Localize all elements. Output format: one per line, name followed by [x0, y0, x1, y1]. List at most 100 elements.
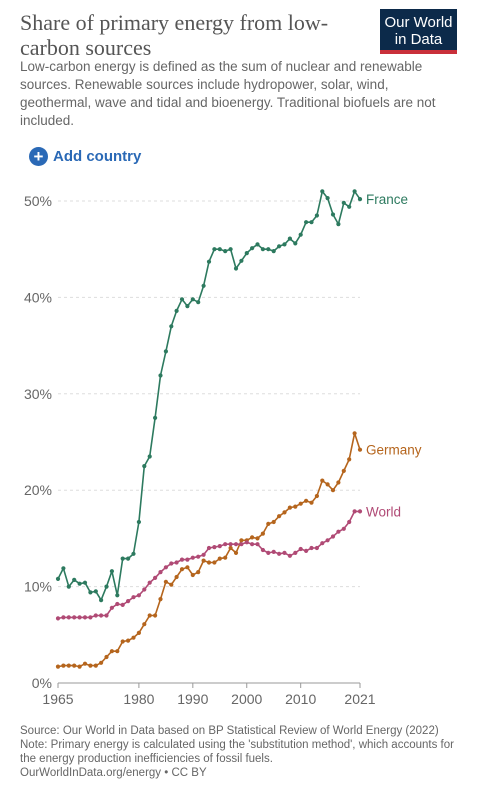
data-point [93, 613, 98, 618]
data-point [223, 555, 228, 560]
data-point [266, 521, 271, 526]
data-point [153, 613, 158, 618]
x-tick-label: 2000 [231, 691, 262, 707]
data-point [99, 660, 104, 665]
data-point [277, 244, 282, 249]
data-point [142, 464, 147, 469]
data-point [185, 304, 190, 309]
series-line-france[interactable] [57, 190, 361, 601]
data-point [136, 630, 141, 635]
add-country-button[interactable]: + Add country [29, 147, 141, 166]
data-point [271, 549, 276, 554]
data-point [206, 259, 212, 264]
source-text: Source: Our World in Data based on BP St… [20, 725, 439, 737]
data-point [357, 447, 363, 452]
data-point [169, 582, 174, 587]
data-point [153, 575, 158, 580]
site-link[interactable]: OurWorldInData.org/energy • CC BY [20, 767, 207, 779]
series-label-germany[interactable]: Germany [366, 443, 422, 458]
data-point [309, 220, 314, 225]
x-tick-label: 1990 [177, 691, 208, 707]
data-point [77, 581, 82, 586]
x-tick-label: 1965 [42, 691, 73, 707]
data-point [179, 567, 185, 572]
data-point [201, 283, 206, 288]
data-point [287, 505, 292, 510]
data-point [336, 222, 341, 227]
data-point [314, 545, 319, 551]
data-point [336, 529, 341, 534]
data-point [82, 615, 88, 620]
data-point [131, 635, 136, 640]
data-point [250, 246, 255, 251]
data-point [109, 605, 114, 610]
data-point [174, 308, 179, 313]
data-point [352, 189, 357, 194]
data-point [163, 565, 168, 570]
data-point [109, 569, 114, 574]
data-point [255, 542, 260, 547]
data-point [158, 597, 163, 602]
data-point [212, 247, 217, 252]
data-point [352, 431, 357, 436]
series-label-world[interactable]: World [366, 504, 401, 519]
data-point [352, 509, 357, 514]
data-point [330, 488, 336, 493]
data-point [206, 560, 212, 565]
chart-subtitle: Low-carbon energy is defined as the sum … [20, 59, 436, 128]
series-line-world[interactable] [57, 510, 360, 620]
data-point [77, 664, 82, 669]
logo-line-1: Our World [384, 14, 453, 31]
data-point [320, 189, 325, 194]
data-point [185, 557, 190, 562]
data-point [357, 509, 363, 514]
data-point [309, 500, 314, 505]
data-point [277, 551, 282, 556]
data-point [115, 601, 120, 607]
data-point [55, 576, 61, 581]
data-point [88, 590, 93, 595]
data-point [271, 519, 276, 525]
data-point [104, 654, 109, 660]
data-point [347, 519, 352, 525]
data-point [239, 258, 244, 263]
y-tick-label: 30% [24, 386, 52, 402]
data-point [271, 249, 276, 254]
data-point [314, 493, 319, 499]
data-point [179, 297, 185, 302]
data-point [196, 300, 201, 305]
data-point [82, 661, 88, 666]
data-point [320, 541, 325, 546]
data-point [212, 545, 217, 550]
data-point [190, 297, 195, 302]
x-tick-label: 2021 [344, 691, 375, 707]
data-point [163, 579, 168, 584]
data-point [293, 550, 298, 555]
data-point [66, 615, 71, 620]
data-point [136, 593, 141, 598]
data-point [120, 556, 125, 561]
data-point [282, 550, 287, 555]
x-tick-label: 1980 [123, 691, 154, 707]
data-point [228, 545, 233, 551]
data-point [223, 249, 228, 254]
data-point [72, 663, 77, 668]
data-point [266, 247, 271, 252]
data-point [228, 247, 233, 252]
data-point [228, 542, 233, 547]
data-point [169, 561, 174, 566]
owid-logo[interactable]: Our World in Data [380, 9, 457, 54]
data-point [217, 556, 222, 561]
data-point [120, 602, 125, 607]
data-point [330, 534, 336, 539]
data-point [201, 552, 206, 557]
series-label-france[interactable]: France [366, 192, 408, 207]
data-point [163, 349, 168, 354]
data-point [206, 545, 212, 551]
data-point [115, 593, 120, 598]
data-point [131, 595, 136, 600]
data-point [293, 241, 298, 246]
plus-circle-icon: + [29, 147, 48, 166]
data-point [126, 638, 131, 643]
data-point [158, 373, 163, 378]
